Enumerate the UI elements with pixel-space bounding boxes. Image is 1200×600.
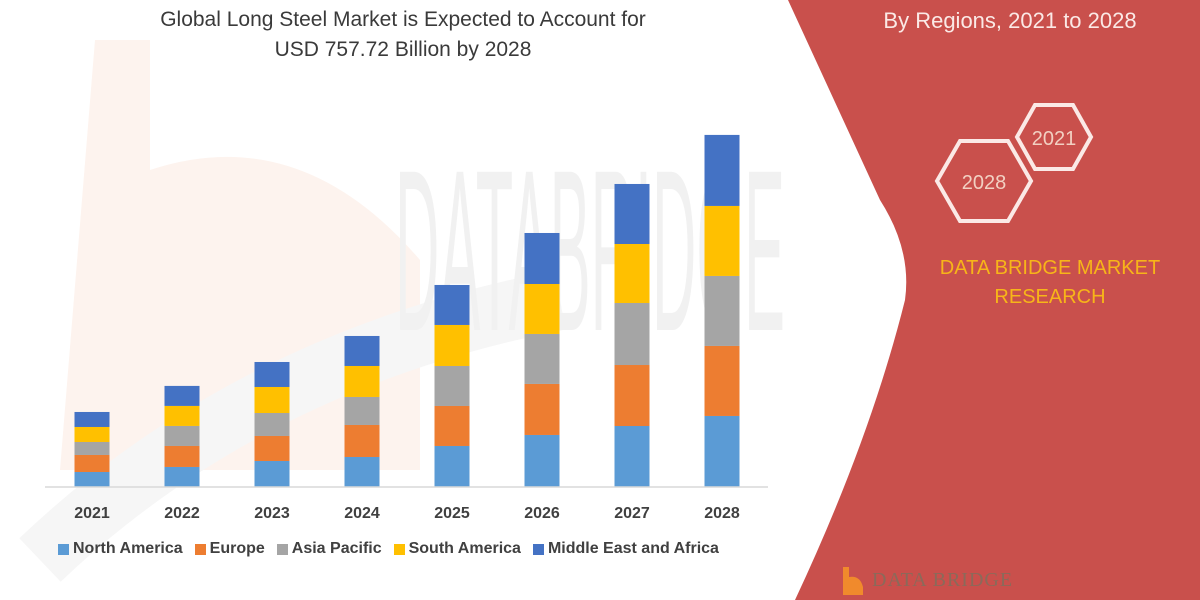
bar-segment-2022-north-america	[164, 466, 200, 487]
panel-title: By Regions, 2021 to 2028	[883, 8, 1137, 33]
bar-segment-2027-asia-pacific	[614, 302, 650, 366]
bar-segment-2023-europe	[254, 435, 290, 461]
legend-swatch	[532, 543, 544, 555]
legend-label: North America	[73, 540, 183, 557]
bar-segment-2024-europe	[344, 424, 380, 457]
bar-segment-2021-asia-pacific	[74, 441, 110, 455]
bar-segment-2024-north-america	[344, 456, 380, 487]
bar-segment-2021-europe	[74, 454, 110, 472]
bar-segment-2025-europe	[434, 405, 470, 446]
legend-swatch	[58, 543, 69, 555]
bar-segment-2024-asia-pacific	[344, 396, 380, 425]
legend: North America Europe Asia Pacific South Ame…	[58, 540, 719, 558]
bar-segment-2025-asia-pacific	[434, 365, 470, 406]
bar-segment-2026-asia-pacific	[524, 333, 560, 384]
bar-segment-2028-europe	[704, 345, 740, 416]
legend-item: Middle East and Africa	[532, 540, 719, 558]
stacked-bar-chart: 2021 2022 2023 2024 2025 2026 2027 2028	[45, 134, 768, 522]
bar-segment-2023-south-america	[254, 386, 290, 413]
bars-group	[74, 134, 740, 487]
legend-swatch	[194, 543, 206, 555]
bar-segment-2024-south-america	[344, 365, 380, 397]
hexagon-2028: 2028	[934, 139, 1034, 223]
legend-swatch	[276, 543, 288, 555]
bar-segment-2028-asia-pacific	[704, 275, 740, 346]
legend-label: Europe	[209, 540, 265, 557]
x-tick-2027: 2027	[614, 505, 650, 522]
bar-segment-2022-south-america	[164, 405, 200, 426]
bar-segment-2027-europe	[614, 365, 650, 427]
footer-logo-text: DATA BRIDGE	[872, 568, 1014, 591]
bar-segment-2028-south-america	[704, 205, 740, 276]
legend-label: Asia Pacific	[291, 540, 382, 557]
chart-title-line-2: USD 757.72 Billion by 2028	[274, 38, 532, 61]
brand-line-2: RESEARCH	[994, 286, 1106, 308]
x-tick-2026: 2026	[524, 505, 560, 522]
legend-item: Asia Pacific	[276, 540, 382, 558]
bar-segment-2022-asia-pacific	[164, 425, 200, 446]
x-tick-2024: 2024	[344, 505, 380, 522]
legend-label: Middle East and Africa	[547, 540, 719, 557]
bar-segment-2021-north-america	[74, 471, 110, 487]
bar-segment-2022-middle-east-and-africa	[164, 385, 200, 406]
chart-title-line-1: Global Long Steel Market is Expected to …	[160, 8, 646, 31]
bar-segment-2023-middle-east-and-africa	[254, 361, 290, 387]
footer-logo: DATA BRIDGE	[840, 565, 1013, 595]
bar-segment-2021-middle-east-and-africa	[74, 411, 110, 427]
brand-text: DATA BRIDGE MARKET RESEARCH	[920, 254, 1180, 312]
chart-title: Global Long Steel Market is Expected to …	[60, 5, 746, 65]
red-panel-shape	[788, 0, 1200, 600]
bar-segment-2028-middle-east-and-africa	[704, 134, 740, 206]
bar-segment-2027-north-america	[614, 426, 650, 487]
bar-segment-2026-south-america	[524, 283, 560, 334]
brand-line-1: DATA BRIDGE MARKET	[939, 257, 1161, 279]
hex-label-2028: 2028	[962, 172, 1007, 194]
legend-label: South America	[408, 540, 521, 557]
x-tick-2025: 2025	[434, 505, 470, 522]
legend-swatch	[393, 543, 405, 555]
bar-segment-2023-asia-pacific	[254, 412, 290, 436]
bar-segment-2026-europe	[524, 383, 560, 435]
legend-item: Europe	[194, 540, 265, 558]
bar-segment-2027-middle-east-and-africa	[614, 183, 650, 244]
bar-segment-2023-north-america	[254, 460, 290, 487]
bar-segment-2025-north-america	[434, 445, 470, 487]
x-tick-2028: 2028	[704, 505, 740, 522]
hex-label-2021: 2021	[1032, 128, 1077, 150]
x-tick-labels: 2021 2022 2023 2024 2025 2026 2027 2028	[74, 505, 740, 522]
legend-item: North America	[58, 540, 183, 558]
x-tick-2021: 2021	[74, 505, 110, 522]
x-tick-2022: 2022	[164, 505, 200, 522]
bar-segment-2025-south-america	[434, 324, 470, 366]
bar-segment-2022-europe	[164, 445, 200, 467]
bar-segment-2027-south-america	[614, 243, 650, 303]
bar-segment-2026-middle-east-and-africa	[524, 232, 560, 284]
bar-segment-2021-south-america	[74, 426, 110, 442]
x-tick-2023: 2023	[254, 505, 290, 522]
bar-segment-2026-north-america	[524, 434, 560, 487]
logo-mark-icon	[843, 567, 863, 595]
bar-segment-2024-middle-east-and-africa	[344, 335, 380, 366]
bar-segment-2028-north-america	[704, 415, 740, 487]
legend-item: South America	[393, 540, 521, 558]
hexagon-2021: 2021	[1014, 103, 1094, 171]
bar-segment-2025-middle-east-and-africa	[434, 284, 470, 325]
